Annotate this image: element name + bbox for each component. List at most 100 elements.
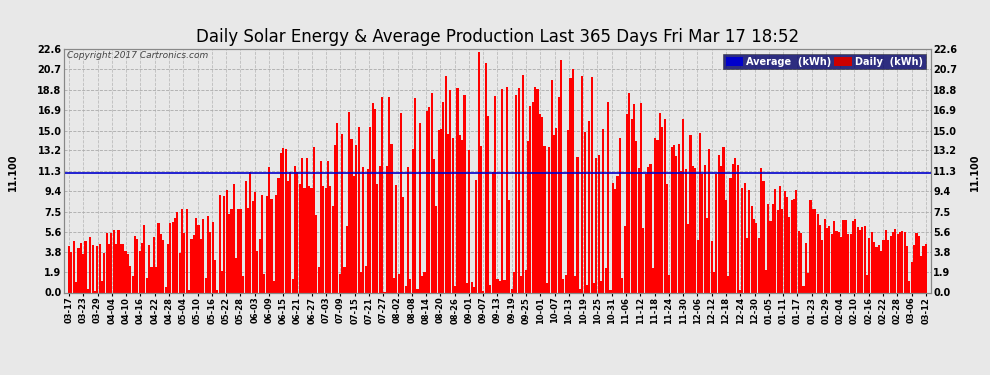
Bar <box>482 291 484 292</box>
Bar <box>788 217 790 292</box>
Bar <box>739 290 741 292</box>
Bar <box>694 168 696 292</box>
Bar <box>440 129 443 292</box>
Bar <box>150 267 152 292</box>
Bar <box>458 135 461 292</box>
Bar <box>122 243 125 292</box>
Bar <box>374 109 376 292</box>
Bar <box>200 239 202 292</box>
Bar <box>261 195 263 292</box>
Bar <box>525 270 527 292</box>
Bar <box>518 88 520 292</box>
Bar <box>103 254 105 292</box>
Bar <box>631 120 633 292</box>
Bar <box>152 237 154 292</box>
Bar <box>918 236 920 292</box>
Bar <box>178 253 181 292</box>
Bar <box>424 272 426 292</box>
Bar <box>400 113 402 292</box>
Bar <box>171 222 173 292</box>
Bar <box>431 93 433 292</box>
Bar <box>774 189 776 292</box>
Bar <box>600 280 602 292</box>
Bar <box>730 178 732 292</box>
Bar <box>296 172 298 292</box>
Bar <box>113 231 115 292</box>
Bar <box>277 178 279 292</box>
Bar <box>214 260 216 292</box>
Bar <box>492 172 494 292</box>
Bar <box>836 231 838 292</box>
Bar <box>506 87 508 292</box>
Bar <box>162 240 164 292</box>
Bar <box>240 209 242 292</box>
Bar <box>633 104 635 292</box>
Bar <box>209 231 211 292</box>
Bar <box>301 158 303 292</box>
Bar <box>614 189 616 292</box>
Bar <box>344 267 346 292</box>
Bar <box>772 204 774 292</box>
Bar <box>412 149 414 292</box>
Bar <box>339 274 341 292</box>
Bar <box>381 97 383 292</box>
Bar <box>485 63 487 292</box>
Text: 11.100: 11.100 <box>8 154 18 191</box>
Bar <box>322 186 325 292</box>
Bar <box>205 278 207 292</box>
Bar <box>885 230 887 292</box>
Bar <box>89 237 91 292</box>
Bar <box>188 290 190 292</box>
Bar <box>515 95 518 292</box>
Bar <box>231 209 233 292</box>
Bar <box>838 232 840 292</box>
Bar <box>798 231 800 292</box>
Bar <box>569 78 571 292</box>
Bar <box>414 98 416 292</box>
Bar <box>678 144 680 292</box>
Bar <box>139 251 141 292</box>
Bar <box>176 212 178 292</box>
Bar <box>480 146 482 292</box>
Bar <box>842 220 844 292</box>
Bar <box>120 244 122 292</box>
Bar <box>289 172 291 292</box>
Bar <box>436 206 438 292</box>
Text: 11.100: 11.100 <box>970 154 980 191</box>
Bar <box>148 246 150 292</box>
Bar <box>352 176 355 292</box>
Bar <box>727 276 730 292</box>
Bar <box>851 221 854 292</box>
Bar <box>273 282 275 292</box>
Bar <box>666 184 668 292</box>
Bar <box>280 153 282 292</box>
Bar <box>542 117 544 292</box>
Bar <box>443 102 445 292</box>
Bar <box>651 268 653 292</box>
Bar <box>673 146 675 292</box>
Bar <box>564 274 567 292</box>
Bar <box>527 141 529 292</box>
Bar <box>275 195 277 292</box>
Bar <box>629 93 631 292</box>
Bar <box>463 95 465 292</box>
Bar <box>562 279 564 292</box>
Bar <box>146 278 148 292</box>
Bar <box>826 228 828 292</box>
Bar <box>355 145 357 292</box>
Bar <box>106 233 108 292</box>
Bar <box>720 166 722 292</box>
Bar <box>68 246 70 292</box>
Bar <box>706 218 708 292</box>
Bar <box>395 184 397 292</box>
Bar <box>77 248 79 292</box>
Bar <box>602 129 605 292</box>
Bar <box>164 287 166 292</box>
Bar <box>193 235 195 292</box>
Bar <box>87 290 89 292</box>
Bar <box>183 234 185 292</box>
Title: Daily Solar Energy & Average Production Last 365 Days Fri Mar 17 18:52: Daily Solar Energy & Average Production … <box>196 28 799 46</box>
Bar <box>875 247 877 292</box>
Bar <box>735 158 737 292</box>
Bar <box>445 76 446 292</box>
